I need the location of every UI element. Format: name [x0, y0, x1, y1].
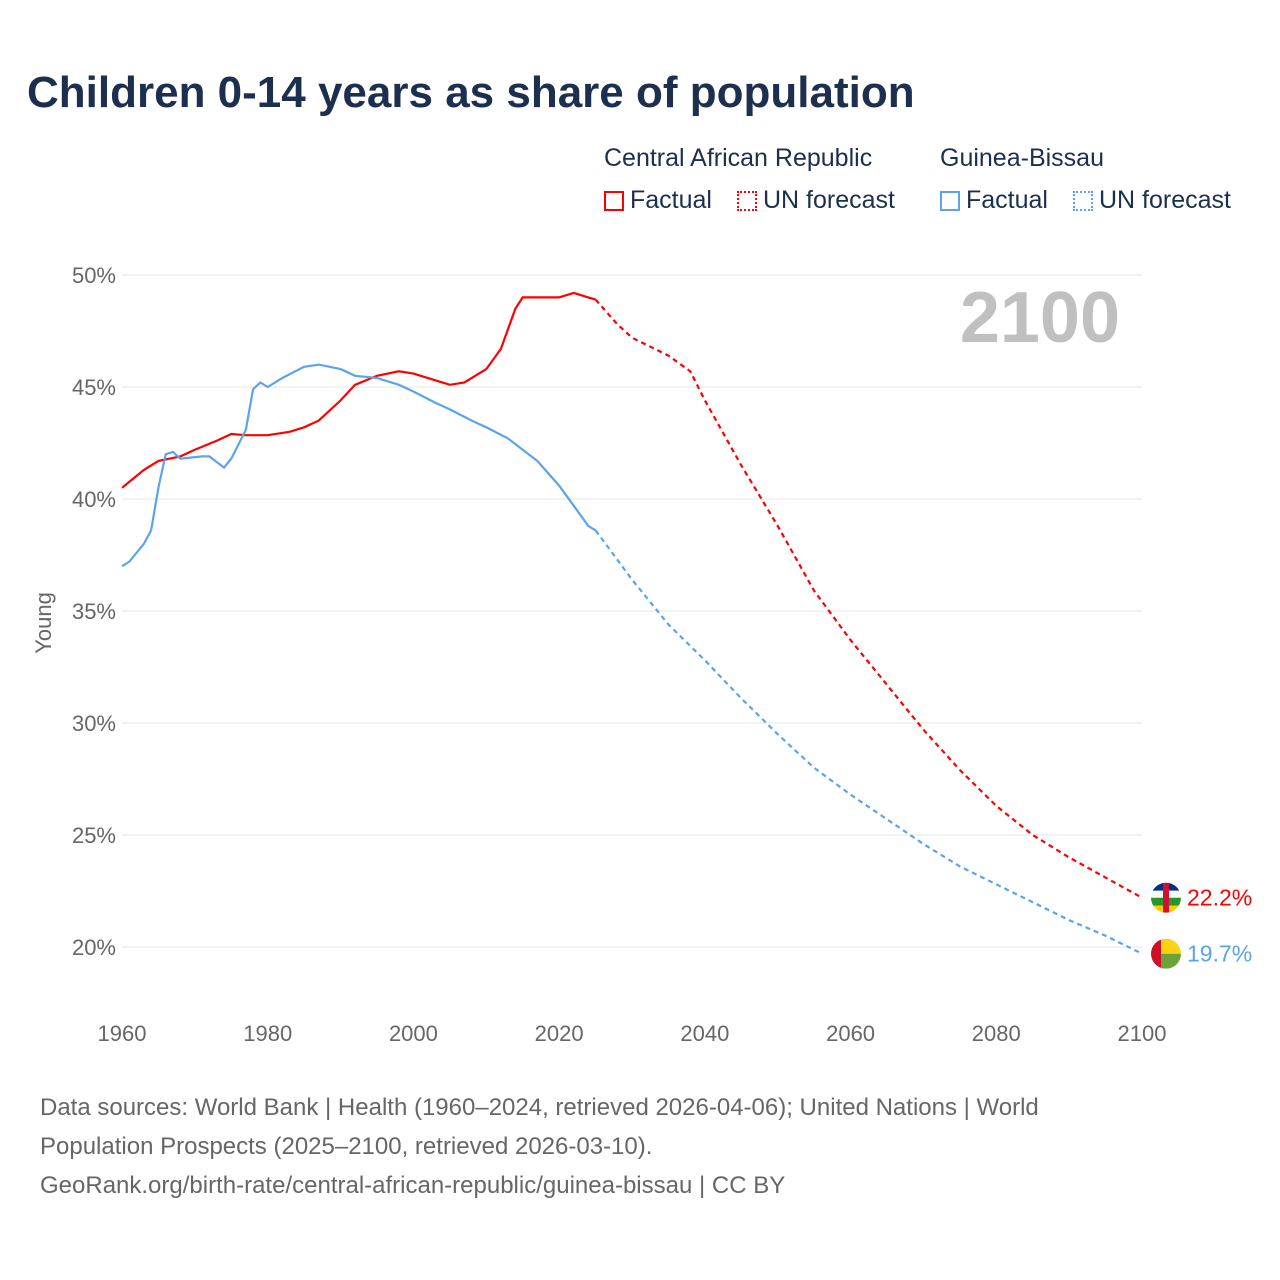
y-tick-label: 30%: [72, 711, 116, 736]
y-tick-label: 25%: [72, 823, 116, 848]
legend-gb-forecast[interactable]: UN forecast: [1073, 186, 1231, 215]
y-tick-label: 35%: [72, 599, 116, 624]
flag-car-icon: [1151, 882, 1181, 913]
y-tick-label: 40%: [72, 487, 116, 512]
x-tick-label: 1960: [98, 1021, 147, 1046]
x-tick-label: 2040: [680, 1021, 729, 1046]
sources: Data sources: World Bank | Health (1960–…: [40, 1088, 1039, 1205]
legend-label: UN forecast: [763, 186, 895, 214]
legend-group-car: Central African Republic: [604, 144, 873, 172]
source-link[interactable]: GeoRank.org/birth-rate/central-african-r…: [40, 1172, 786, 1199]
y-tick-label: 50%: [72, 263, 116, 288]
legend-car-factual[interactable]: Factual: [604, 186, 712, 215]
legend-group-gb: Guinea-Bissau: [940, 144, 1104, 172]
x-tick-label: 2080: [972, 1021, 1021, 1046]
series-line-forecast-1: [594, 529, 1143, 955]
y-tick-label: 20%: [72, 935, 116, 960]
source-line: Data sources: World Bank | Health (1960–…: [40, 1094, 1039, 1121]
end-value-label: 19.7%: [1187, 941, 1252, 967]
legend-swatch-solid: [940, 190, 960, 211]
legend-swatch-solid: [604, 190, 624, 211]
x-tick-label: 2020: [535, 1021, 584, 1046]
year-label: 2100: [960, 278, 1120, 358]
y-tick-label: 45%: [72, 375, 116, 400]
flag-guinea-bissau-icon: [1151, 938, 1181, 969]
legend-gb-factual[interactable]: Factual: [940, 186, 1048, 215]
source-line: Population Prospects (2025–2100, retriev…: [40, 1133, 653, 1160]
end-value-label: 22.2%: [1187, 885, 1252, 911]
legend-label: Factual: [966, 186, 1048, 214]
legend-swatch-dotted: [1073, 190, 1093, 211]
series-line-factual-0: [121, 291, 596, 489]
legend-swatch-dotted: [737, 190, 757, 211]
x-tick-label: 2100: [1118, 1021, 1167, 1046]
x-tick-label: 1980: [243, 1021, 292, 1046]
legend-label: UN forecast: [1099, 186, 1231, 214]
x-tick-label: 2000: [389, 1021, 438, 1046]
series-line-factual-1: [121, 363, 597, 568]
legend-car-forecast[interactable]: UN forecast: [737, 186, 895, 215]
y-axis-label: Young: [31, 592, 56, 654]
x-tick-label: 2060: [826, 1021, 875, 1046]
chart-title: Children 0-14 years as share of populati…: [27, 68, 915, 117]
legend-label: Factual: [630, 186, 712, 214]
